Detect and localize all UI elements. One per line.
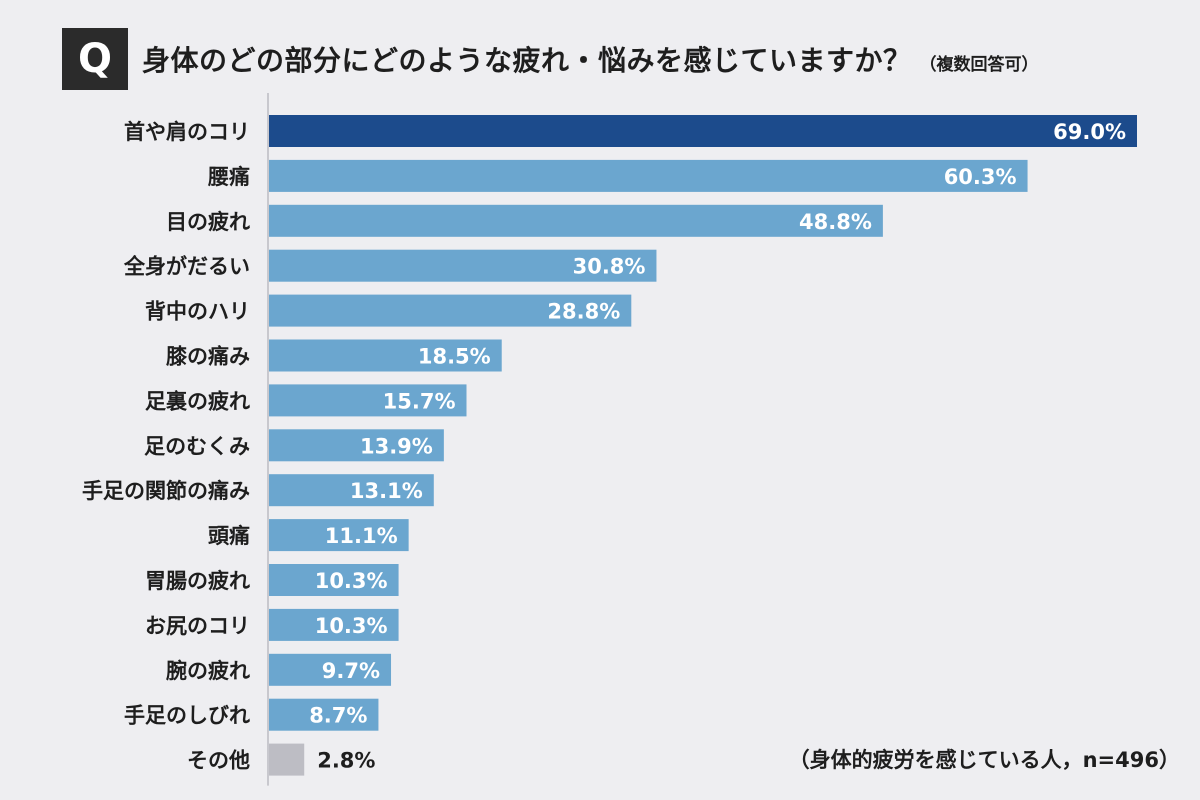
value-label-4: 30.8% [573,255,646,279]
category-label-12: お尻のコリ [145,614,250,638]
value-label-11: 10.3% [315,569,388,593]
question-title: 身体のどの部分にどのような疲れ・悩みを感じていますか？ [142,44,912,77]
value-label-14: 8.7% [309,704,367,728]
bar-8 [269,429,444,462]
chart-header: Q 身体のどの部分にどのような疲れ・悩みを感じていますか？ （複数回答可） [62,28,1039,90]
sample-footnote: （身体的疲労を感じている人，n=496） [788,748,1180,772]
category-label-8: 足のむくみ [144,434,250,458]
value-label-6: 18.5% [418,345,491,369]
category-label-10: 頭痛 [208,524,250,548]
value-label-12: 10.3% [315,614,388,638]
value-label-9: 13.1% [350,479,423,503]
category-label-14: 手足のしびれ [124,704,250,728]
q-badge: Q [62,28,128,90]
question-note: （複数回答可） [919,54,1039,75]
value-label-7: 15.7% [383,389,456,413]
bar-11 [269,564,399,596]
bar-2 [269,159,1028,192]
bar-4 [269,249,657,282]
category-label-1: 首や肩のコリ [124,120,250,144]
bar-9 [269,474,434,507]
category-label-15: その他 [187,749,250,773]
bar-10 [269,519,409,552]
category-label-7: 足裏の疲れ [145,389,250,413]
bar-12 [269,608,399,641]
value-label-13: 9.7% [322,659,380,683]
category-label-4: 全身がだるい [123,255,250,279]
value-label-5: 28.8% [547,300,620,324]
category-label-9: 手足の関節の痛み [82,479,250,503]
value-label-15: 2.8% [317,749,375,773]
bar-14 [269,698,379,731]
category-label-3: 目の疲れ [166,210,250,234]
category-label-5: 背中のハリ [145,300,250,324]
bar-7 [269,384,467,417]
bar-15 [269,743,305,776]
bar-5 [269,294,632,327]
category-label-2: 腰痛 [207,165,250,189]
value-label-8: 13.9% [360,434,433,458]
bar-1 [269,115,1137,147]
value-label-10: 11.1% [325,524,398,548]
value-label-1: 69.0% [1053,120,1126,144]
value-label-3: 48.8% [799,210,872,234]
bar-3 [269,204,883,237]
category-label-6: 膝の痛み [166,345,250,369]
category-label-13: 腕の疲れ [166,659,250,683]
bar-13 [269,653,392,686]
category-label-11: 胃腸の疲れ [145,569,250,593]
value-label-2: 60.3% [944,165,1017,189]
bar-6 [269,339,502,372]
